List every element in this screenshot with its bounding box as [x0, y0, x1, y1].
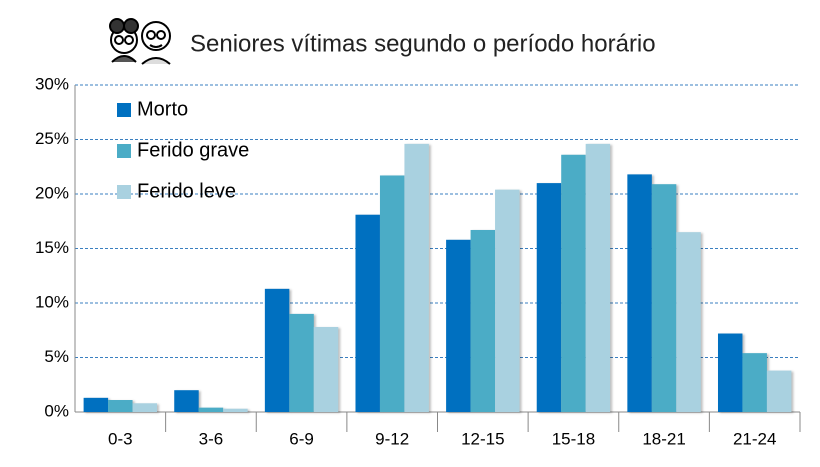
bar	[627, 174, 652, 412]
y-tick-label: 5%	[44, 347, 69, 366]
bar	[198, 407, 224, 412]
bar	[379, 175, 405, 412]
bar	[404, 143, 429, 413]
legend-text: Morto	[137, 98, 188, 120]
bar	[108, 400, 133, 412]
x-tick-label: 6-9	[289, 429, 314, 448]
x-tick-label: 21-24	[733, 429, 776, 448]
bar	[289, 313, 314, 412]
legend-text: Ferido leve	[137, 180, 236, 202]
legend-swatch	[117, 144, 131, 158]
y-tick-label: 30%	[35, 74, 69, 93]
chart-title: Seniores vítimas segundo o período horár…	[190, 30, 656, 57]
x-tick-label: 18-21	[642, 429, 685, 448]
bar	[766, 370, 792, 412]
legend-swatch	[117, 103, 131, 117]
y-tick-label: 10%	[35, 292, 69, 311]
bar	[264, 288, 290, 412]
y-tick-label: 25%	[35, 129, 69, 148]
x-tick-label: 0-3	[108, 429, 133, 448]
bar	[313, 326, 339, 412]
bar	[651, 184, 677, 412]
bar	[561, 154, 586, 412]
y-tick-label: 20%	[35, 183, 69, 202]
legend-text: Ferido grave	[137, 139, 249, 161]
bar	[174, 390, 199, 412]
bar	[132, 403, 158, 412]
y-tick-label: 15%	[35, 238, 69, 257]
bar	[83, 397, 109, 412]
title-icon	[109, 18, 171, 65]
bar	[495, 189, 520, 412]
legend-swatch	[117, 185, 131, 199]
bar	[585, 143, 611, 413]
x-tick-label: 12-15	[461, 429, 504, 448]
x-tick-label: 9-12	[375, 429, 409, 448]
bar	[223, 408, 248, 412]
bar	[536, 183, 562, 412]
bar	[355, 214, 380, 412]
bar	[742, 353, 767, 412]
bar	[446, 239, 471, 412]
x-tick-label: 3-6	[199, 429, 224, 448]
bar	[676, 232, 701, 412]
bar	[470, 229, 496, 412]
bar	[717, 333, 743, 412]
x-tick-label: 15-18	[552, 429, 595, 448]
y-tick-label: 0%	[44, 401, 69, 420]
